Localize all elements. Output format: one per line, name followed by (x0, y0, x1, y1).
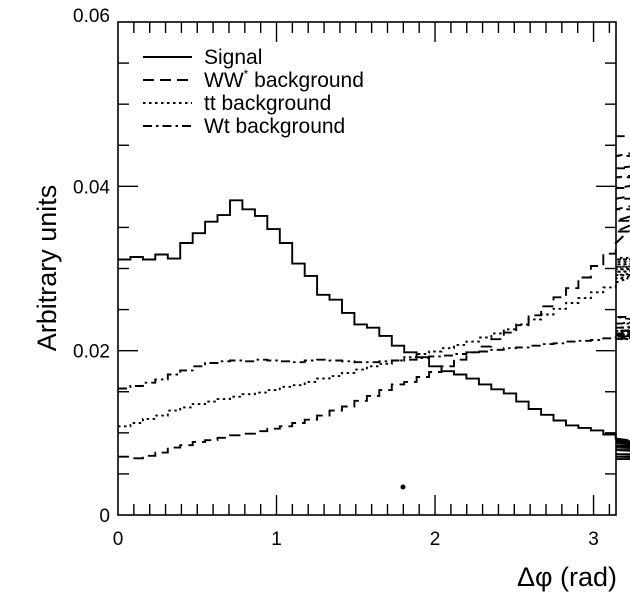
legend-label: Wt background (204, 115, 345, 138)
series-line-ww (118, 135, 630, 460)
x-tick-label: 3 (588, 529, 599, 550)
x-tick-label: 0 (113, 529, 124, 550)
x-tick-label: 2 (430, 529, 441, 550)
stray-dot (400, 484, 406, 490)
legend-label: WW* background (204, 67, 364, 92)
y-tick-label: 0.04 (73, 177, 110, 198)
tick-labels: 0 1 2 3 0 0.02 0.04 0.06 (73, 6, 599, 550)
series-line-tt (118, 256, 630, 428)
series-lines (118, 135, 630, 461)
series-line-signal (118, 199, 630, 461)
legend-label: Signal (204, 46, 262, 69)
x-tick-label: 1 (271, 529, 282, 550)
y-tick-label: 0.02 (73, 342, 110, 363)
legend-label: tt background (204, 92, 331, 115)
axis-ticks (118, 22, 616, 515)
y-tick-label: 0 (99, 506, 110, 527)
x-axis-title: Δφ (rad) (517, 562, 617, 592)
series-line-wt (118, 316, 630, 390)
y-axis-title: Arbitrary units (32, 185, 62, 352)
y-tick-label: 0.06 (73, 6, 110, 27)
